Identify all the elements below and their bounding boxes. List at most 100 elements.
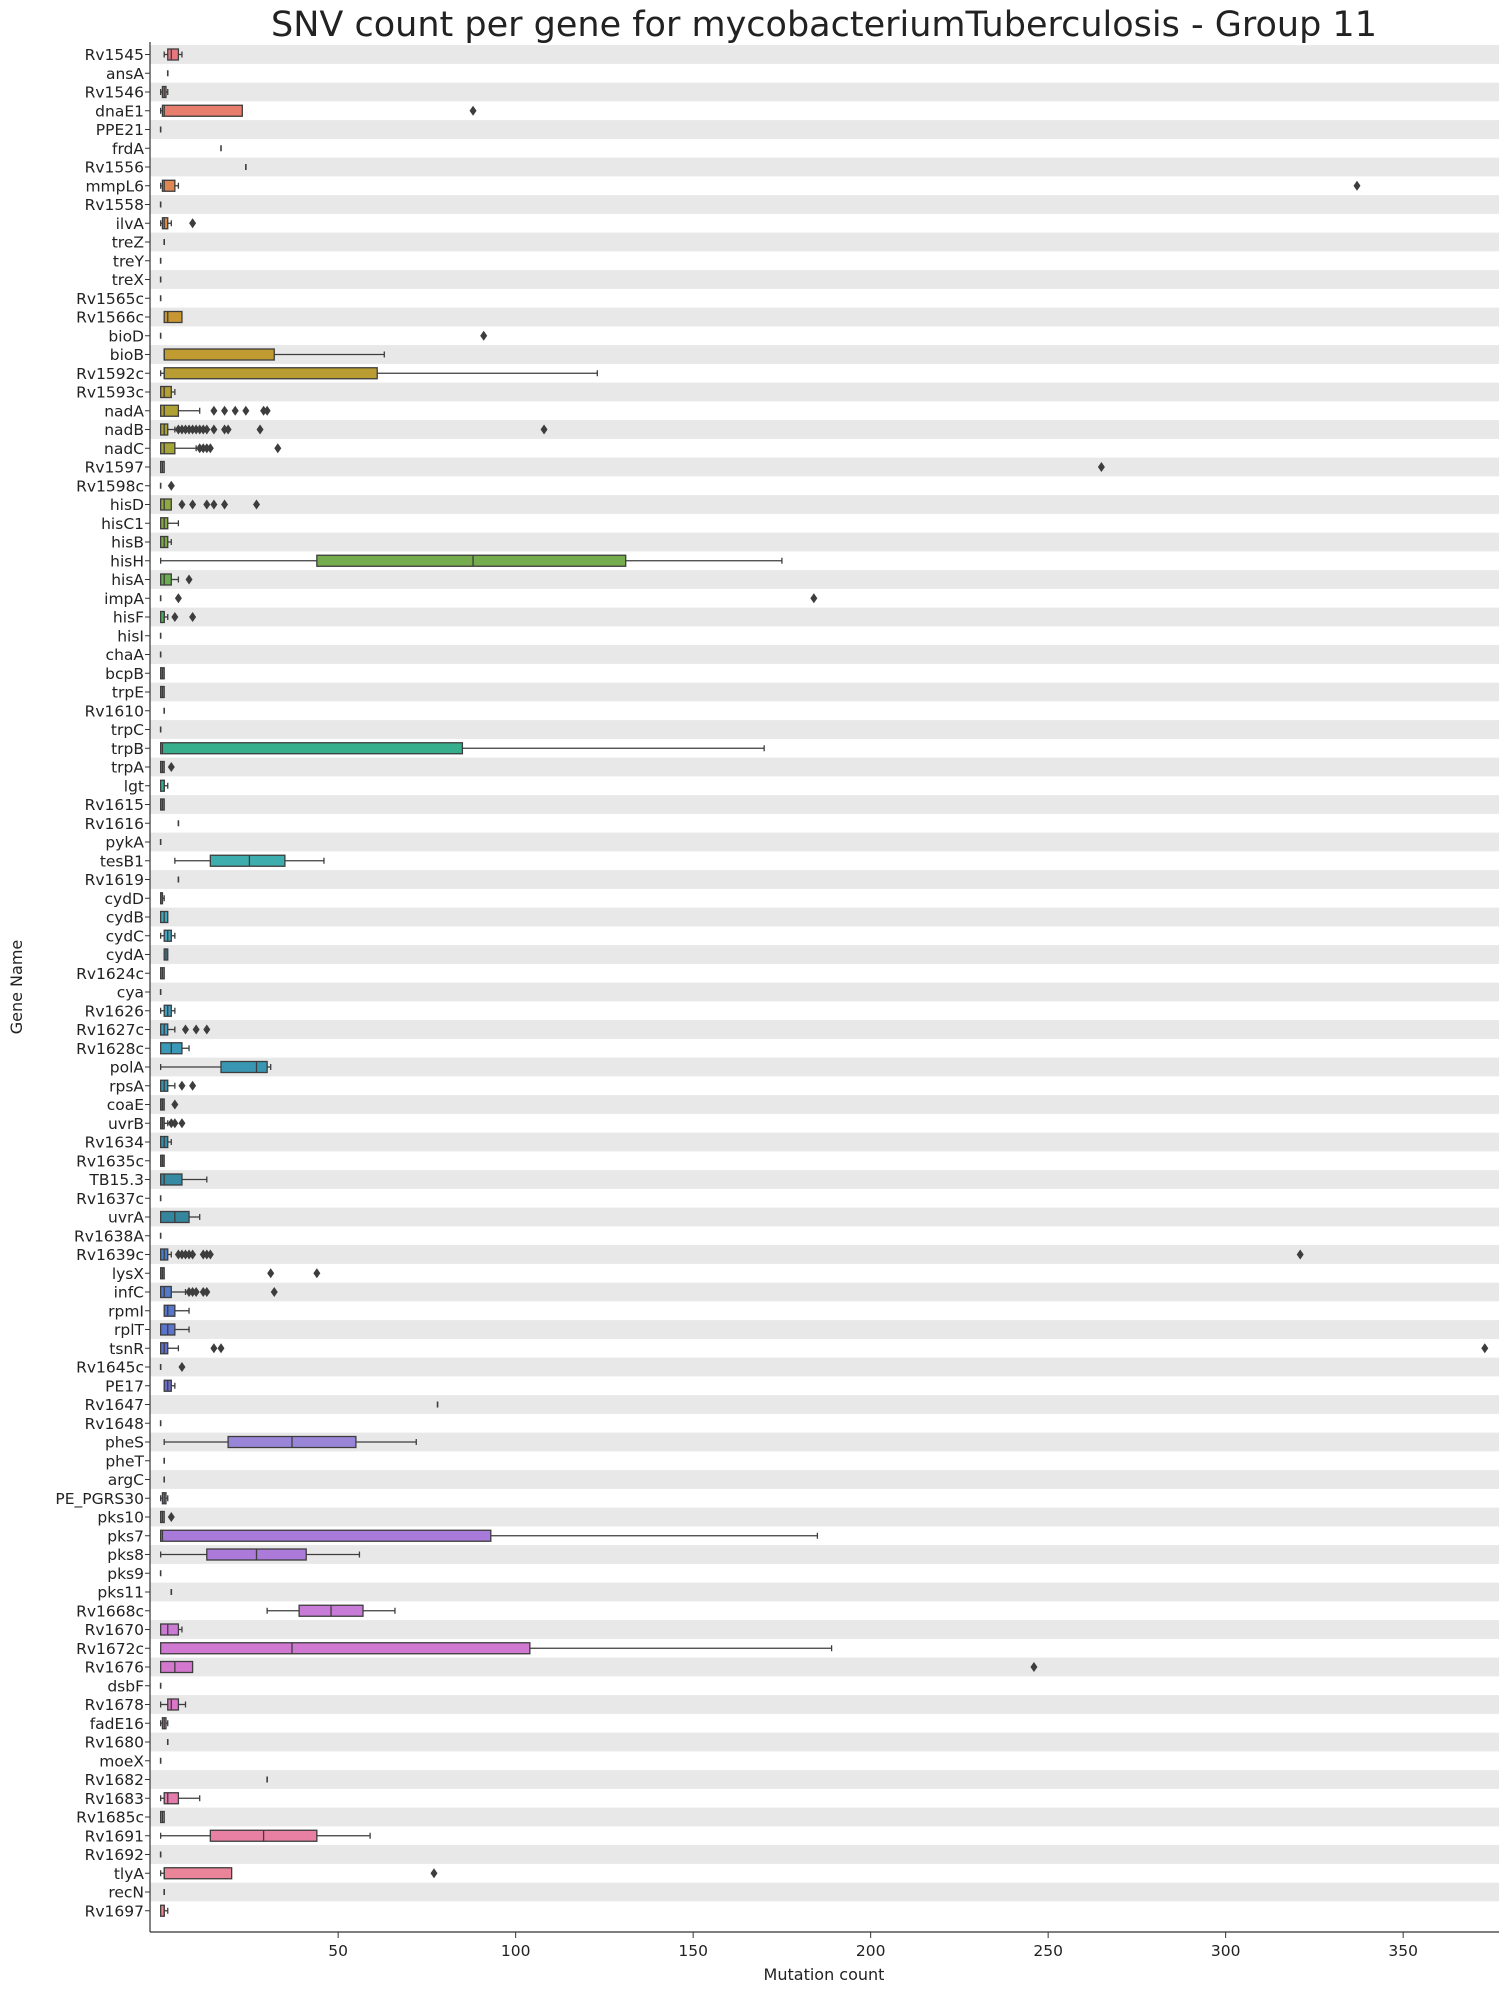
box — [159, 442, 176, 455]
category-labels: Rv1545ansARv1546dnaE1PPE21frdARv1556mmpL… — [55, 46, 150, 1920]
outlier-points — [167, 105, 1489, 1879]
category-label: trpB — [111, 740, 144, 758]
category-label: PE_PGRS30 — [55, 1490, 144, 1509]
outlier-point — [192, 1024, 200, 1035]
outlier-point — [182, 1249, 189, 1260]
category-label: Rv1648 — [85, 1415, 144, 1433]
row-band — [150, 570, 1499, 589]
category-label: cydD — [105, 890, 145, 908]
category-label: Rv1565c — [76, 290, 144, 308]
x-ticks: 50 100 150 200 250 300 350 — [328, 1932, 1418, 1960]
outlier-point — [274, 443, 282, 454]
box — [161, 217, 169, 230]
row-bands — [150, 45, 1499, 1902]
category-label: Rv1637c — [76, 1190, 144, 1208]
row-band — [150, 757, 1499, 777]
box — [159, 1642, 531, 1655]
outlier-point — [267, 1268, 275, 1279]
outlier-point — [196, 424, 204, 435]
category-label: Rv1638A — [74, 1227, 144, 1245]
outlier-point — [203, 424, 211, 435]
category-label: Rv1634 — [85, 1134, 144, 1152]
outlier-point — [221, 499, 229, 510]
row-band — [150, 832, 1499, 852]
category-label: Rv1593c — [76, 384, 144, 402]
outlier-point — [540, 424, 548, 435]
outlier-point — [178, 1249, 186, 1260]
category-label: Rv1647 — [85, 1396, 144, 1414]
outlier-point — [256, 424, 264, 435]
category-label: Rv1558 — [85, 196, 144, 214]
category-label: impA — [104, 590, 144, 608]
category-label: pks7 — [107, 1527, 144, 1545]
category-label: polA — [110, 1059, 145, 1077]
category-label: Rv1670 — [85, 1621, 144, 1639]
box — [163, 367, 378, 380]
category-label: cydA — [106, 946, 145, 964]
outlier-point — [221, 424, 229, 435]
category-label: Rv1628c — [76, 1040, 144, 1058]
row-band — [150, 795, 1499, 814]
category-label: Rv1556 — [85, 159, 144, 177]
box — [163, 1867, 233, 1880]
outlier-point — [167, 480, 175, 491]
outlier-point — [221, 405, 229, 416]
outlier-point — [1481, 1343, 1489, 1354]
row-band — [150, 1020, 1499, 1039]
outlier-point — [199, 1249, 207, 1260]
x-tick-label: 100 — [501, 1942, 531, 1960]
box — [163, 1792, 180, 1805]
box — [159, 404, 180, 417]
row-band — [150, 1395, 1499, 1414]
row-band — [150, 870, 1499, 889]
row-band — [150, 307, 1499, 327]
category-label: TB15.3 — [88, 1171, 144, 1189]
outlier-point — [1296, 1249, 1304, 1260]
row-band — [150, 232, 1499, 252]
category-label: Rv1566c — [76, 309, 144, 327]
category-label: cydB — [106, 909, 144, 927]
box — [159, 385, 172, 399]
category-label: rpsA — [109, 1077, 144, 1095]
category-label: pks8 — [107, 1546, 144, 1564]
outlier-point — [185, 1249, 193, 1260]
outlier-point — [199, 1287, 207, 1297]
category-label: rplT — [114, 1321, 145, 1339]
chart-title: SNV count per gene for mycobacteriumTube… — [271, 5, 1377, 45]
category-label: chaA — [106, 646, 145, 664]
whiskers — [159, 51, 833, 1914]
box — [209, 854, 286, 867]
outlier-point — [242, 405, 250, 416]
row-band — [150, 1732, 1499, 1752]
box — [159, 573, 172, 586]
category-label: Rv1692 — [85, 1846, 144, 1864]
row-band — [150, 1095, 1499, 1114]
category-label: Rv1624c — [76, 965, 144, 983]
outlier-point — [263, 405, 271, 416]
row-band — [150, 1282, 1499, 1302]
box — [161, 179, 176, 192]
x-tick-label: 250 — [1033, 1942, 1063, 1960]
category-label: Rv1610 — [85, 702, 144, 720]
category-label: bcpB — [105, 665, 144, 683]
outlier-point — [1353, 180, 1361, 191]
outlier-point — [174, 1249, 182, 1260]
category-label: hisA — [111, 571, 144, 589]
category-label: pks9 — [107, 1565, 144, 1583]
category-label: Rv1615 — [85, 796, 144, 814]
box — [159, 1660, 194, 1674]
outlier-point — [167, 762, 175, 772]
box — [159, 1623, 180, 1636]
row-band — [150, 1845, 1499, 1864]
category-label: Rv1691 — [85, 1827, 144, 1845]
outlier-point — [199, 424, 207, 435]
x-tick-label: 350 — [1388, 1942, 1418, 1960]
outlier-point — [167, 1512, 175, 1522]
category-label: cydC — [106, 927, 144, 945]
row-band — [150, 945, 1499, 964]
row-band — [150, 1357, 1499, 1377]
row-band — [150, 1470, 1499, 1489]
outlier-point — [203, 1287, 211, 1297]
outlier-point — [253, 499, 260, 510]
category-label: bioB — [110, 346, 144, 364]
